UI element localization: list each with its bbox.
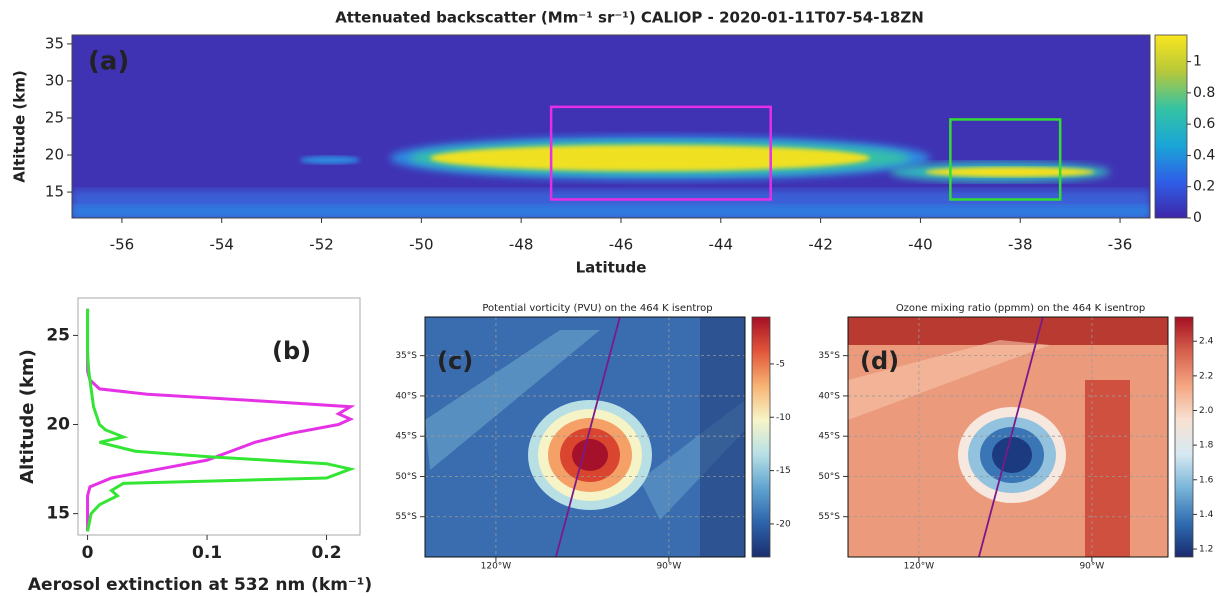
profile-line — [86, 308, 356, 532]
y-tick-label: 35 — [45, 34, 64, 52]
y-tick-label: 45°S — [395, 432, 417, 442]
x-tick-label: 120°W — [481, 562, 512, 572]
y-tick-label: 25 — [45, 108, 64, 126]
colorbar-tick-label: -10 — [776, 413, 791, 423]
colorbar-tick-label: 1.4 — [1199, 510, 1214, 520]
x-tick-label: -54 — [209, 236, 234, 254]
y-tick-label: 20 — [45, 146, 64, 164]
chart-title: Attenuated backscatter (Mm⁻¹ sr⁻¹) CALIO… — [335, 9, 924, 27]
plot-frame — [77, 297, 361, 536]
plot-area — [78, 298, 360, 535]
colorbar — [751, 316, 771, 558]
colorbar-tick-label: 1.2 — [1199, 545, 1213, 555]
x-tick-label: 0.1 — [192, 543, 222, 563]
colorbar-tick-label: 0.8 — [1193, 85, 1215, 101]
highlight-box — [949, 118, 1062, 201]
y-tick-label: 40°S — [395, 391, 417, 401]
plot-frame — [847, 316, 1169, 558]
panel-label: (b) — [272, 337, 311, 365]
y-tick-label: 55°S — [818, 512, 840, 522]
y-tick-label: 55°S — [395, 512, 417, 522]
x-tick-label: 0 — [82, 543, 94, 563]
chart-title: Potential vorticity (PVU) on the 464 K i… — [482, 303, 712, 314]
colorbar-tick-label: 2.2 — [1199, 371, 1213, 381]
panel-label: (c) — [437, 347, 473, 375]
panel-label: (a) — [88, 47, 129, 77]
y-tick-label: 15 — [45, 183, 64, 201]
x-tick-label: -42 — [808, 236, 833, 254]
x-tick-label: -56 — [110, 236, 135, 254]
colorbar-tick-label: -15 — [776, 466, 791, 476]
y-tick-label: 15 — [46, 504, 70, 524]
y-axis-label: Altitude (km) — [11, 70, 29, 182]
y-tick-label: 35°S — [395, 351, 417, 361]
backscatter-image — [72, 35, 1150, 218]
y-tick-label: 20 — [46, 415, 70, 435]
x-tick-label: 120°W — [904, 562, 935, 572]
x-tick-label: -36 — [1108, 236, 1133, 254]
y-tick-label: 30 — [45, 71, 64, 89]
x-axis-label: Aerosol extinction at 532 nm (km⁻¹) — [28, 575, 372, 595]
x-tick-label: -38 — [1008, 236, 1033, 254]
colorbar-tick-label: -5 — [776, 359, 785, 369]
x-tick-label: -48 — [509, 236, 534, 254]
x-tick-label: -40 — [908, 236, 933, 254]
y-tick-label: 50°S — [395, 472, 417, 482]
y-tick-label: 35°S — [818, 351, 840, 361]
x-axis-label: Latitude — [576, 259, 647, 277]
satellite-track — [978, 316, 1044, 558]
x-tick-label: 0.2 — [311, 543, 341, 563]
colorbar-tick-label: 2.0 — [1199, 406, 1214, 416]
y-tick-label: 40°S — [818, 391, 840, 401]
colorbar-tick-label: 0.6 — [1193, 116, 1215, 132]
panel-label: (d) — [860, 347, 899, 375]
x-tick-label: -50 — [409, 236, 434, 254]
ozone-image — [848, 317, 1168, 557]
x-tick-label: -44 — [709, 236, 734, 254]
colorbar-tick-label: 0.2 — [1193, 179, 1215, 195]
plot-frame — [424, 316, 746, 558]
x-tick-label: -46 — [609, 236, 634, 254]
colorbar-tick-label: 1 — [1193, 54, 1202, 70]
plot-frame — [71, 34, 1151, 219]
y-axis-label: Altitude (km) — [17, 349, 38, 484]
colorbar-tick-label: -20 — [776, 519, 791, 529]
colorbar-tick-label: 2.4 — [1199, 337, 1214, 347]
colorbar — [1154, 34, 1188, 219]
y-tick-label: 45°S — [818, 432, 840, 442]
colorbar-tick-label: 0.4 — [1193, 147, 1215, 163]
colorbar-tick-label: 1.8 — [1199, 441, 1214, 451]
colorbar-tick-label: 0 — [1193, 210, 1202, 226]
satellite-track — [555, 316, 621, 558]
x-tick-label: -52 — [309, 236, 334, 254]
x-tick-label: 90°W — [1079, 562, 1104, 572]
profile-line — [86, 308, 356, 532]
colorbar — [1174, 316, 1194, 558]
chart-title: Ozone mixing ratio (ppmm) on the 464 K i… — [896, 303, 1145, 314]
highlight-box — [549, 105, 772, 201]
y-tick-label: 50°S — [818, 472, 840, 482]
x-tick-label: 90°W — [656, 562, 681, 572]
y-tick-label: 25 — [46, 325, 70, 345]
colorbar-tick-label: 1.6 — [1199, 475, 1214, 485]
